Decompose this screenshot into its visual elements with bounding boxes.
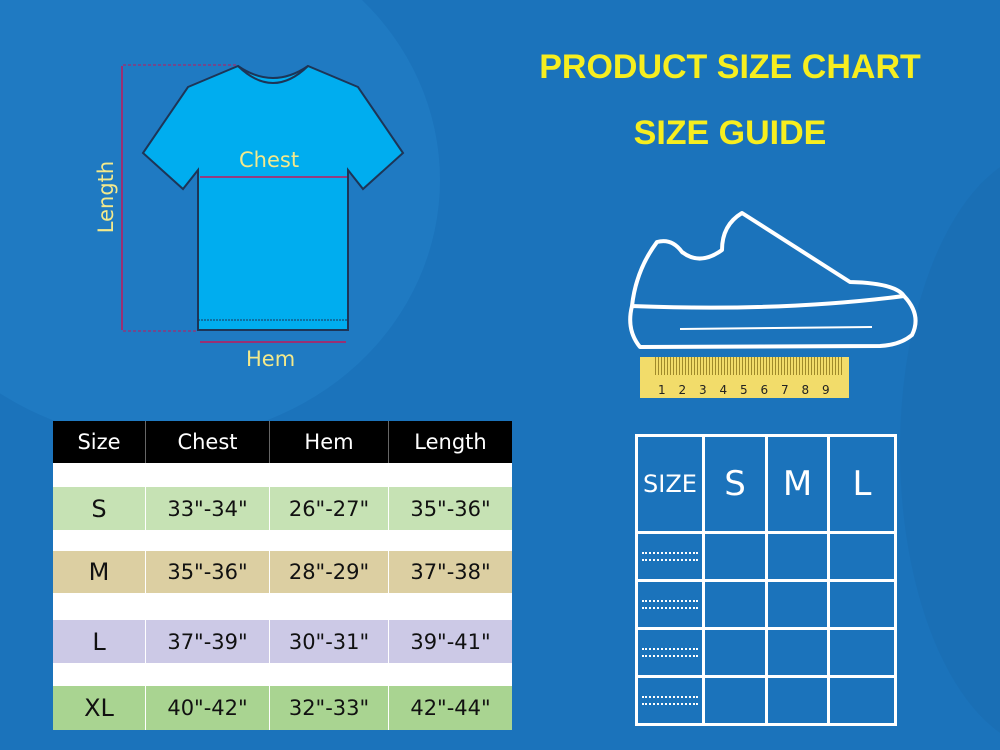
cell-size: M xyxy=(53,551,146,593)
grid-placeholder xyxy=(635,675,705,726)
table-row: XL 40"-42" 32"-33" 42"-44" xyxy=(53,686,512,730)
ruler-tick-label: 8 xyxy=(801,383,810,397)
cell-chest: 40"-42" xyxy=(146,686,270,730)
page-subtitle: SIZE GUIDE xyxy=(633,114,827,152)
header-size: Size xyxy=(53,421,146,463)
cell-hem: 32"-33" xyxy=(270,686,389,730)
grid-placeholder xyxy=(635,579,705,630)
cell-hem: 26"-27" xyxy=(270,487,389,530)
ruler-tick-label: 1 xyxy=(658,383,666,397)
cell-chest: 37"-39" xyxy=(146,620,270,663)
ruler-tick-label: 4 xyxy=(719,383,728,397)
header-hem: Hem xyxy=(270,421,389,463)
grid-placeholder xyxy=(635,627,705,678)
table-header: Size Chest Hem Length xyxy=(53,421,512,463)
cell-size: L xyxy=(53,620,146,663)
cell-length: 42"-44" xyxy=(389,686,512,730)
spacer-row xyxy=(53,463,512,487)
cell-length: 37"-38" xyxy=(389,551,512,593)
cell-size: S xyxy=(53,487,146,530)
cell-chest: 35"-36" xyxy=(146,551,270,593)
ruler-tick-label: 2 xyxy=(678,383,687,397)
shoe-size-grid: SIZE S M L xyxy=(635,434,897,726)
cell-length: 35"-36" xyxy=(389,487,512,530)
table-row: L 37"-39" 30"-31" 39"-41" xyxy=(53,620,512,663)
spacer-row xyxy=(53,530,512,551)
cell-chest: 33"-34" xyxy=(146,487,270,530)
table-row: S 33"-34" 26"-27" 35"-36" xyxy=(53,487,512,530)
cell-length: 39"-41" xyxy=(389,620,512,663)
grid-header-s: S xyxy=(702,434,768,534)
header-length: Length xyxy=(389,421,512,463)
spacer-row xyxy=(53,593,512,620)
apparel-size-table: Size Chest Hem Length S 33"-34" 26"-27" 35"… xyxy=(53,421,512,730)
table-row: M 35"-36" 28"-29" 37"-38" xyxy=(53,551,512,593)
cell-hem: 30"-31" xyxy=(270,620,389,663)
ruler-tick-label: 9 xyxy=(822,383,830,397)
grid-placeholder xyxy=(635,531,705,582)
header-chest: Chest xyxy=(146,421,270,463)
cell-hem: 28"-29" xyxy=(270,551,389,593)
grid-header-size: SIZE xyxy=(635,434,705,534)
chest-label: Chest xyxy=(239,148,300,172)
ruler-tick-label: 5 xyxy=(740,383,748,397)
ruler-tick-label: 3 xyxy=(699,383,707,397)
ruler-tick-label: 7 xyxy=(781,383,789,397)
page-title: PRODUCT SIZE CHART xyxy=(539,48,921,86)
hem-label: Hem xyxy=(246,347,296,371)
grid-header-m: M xyxy=(765,434,830,534)
cell-size: XL xyxy=(53,686,146,730)
spacer-row xyxy=(53,663,512,686)
ruler-tick-label: 6 xyxy=(760,383,769,397)
grid-header-l: L xyxy=(827,434,897,534)
